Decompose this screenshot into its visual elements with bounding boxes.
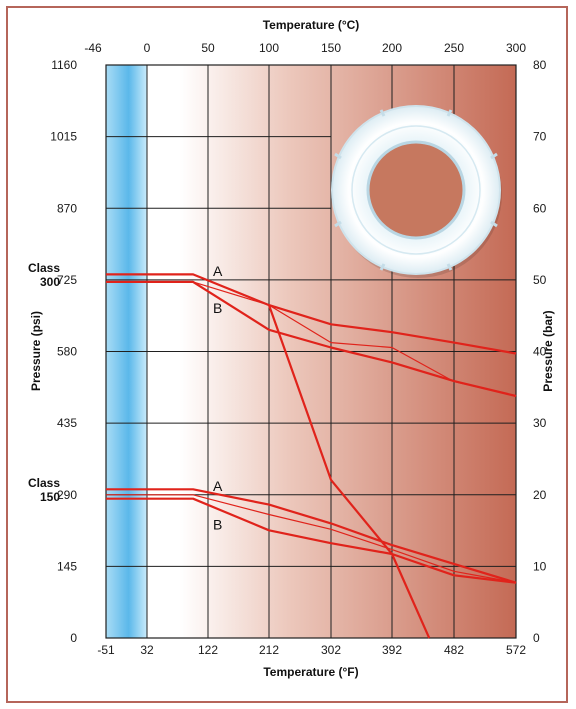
y-left-tick-label: 435 [57,416,77,430]
x-top-tick-label: 0 [144,41,151,55]
x-bottom-tick-label: 482 [444,643,464,657]
y-left-tick-label: 1160 [51,58,77,72]
x-top-tick-label: 100 [259,41,279,55]
x-top-tick-label: 250 [444,41,464,55]
y-right-tick-label: 10 [533,559,547,573]
series-line [267,304,431,639]
curve-label-a: A [213,263,223,279]
x-top-tick-label: 200 [382,41,402,55]
y-right-tick-label: 40 [533,345,547,359]
y-left-tick-label: 290 [57,488,77,502]
curve-label-a: A [213,478,223,494]
y-right-tick-label: 0 [533,631,540,645]
curve-label-b: B [213,300,222,316]
curve-labels: A B A B [213,263,223,532]
class-label: 150 [40,490,60,504]
series-line [106,494,517,584]
y-left-tick-label: 1015 [50,130,77,144]
series-line [106,488,517,584]
class-label: 300 [40,275,60,289]
ptfe-seat-ring-icon [331,105,502,278]
y-left-tick-label: 580 [57,345,77,359]
y-right-tick-label: 70 [533,130,547,144]
y-right-tick-label: 50 [533,273,547,287]
x-bottom-tick-label: -51 [97,643,115,657]
x-bottom-tick-label: 392 [382,643,402,657]
series-line [106,497,517,584]
y-right-tick-label: 80 [533,58,547,72]
x-bottom-tick-label: 572 [506,643,526,657]
y-right-axis-title: Pressure (bar) [541,310,555,391]
tick-labels: -51 32 122 212 302 392 482 572-46 0 50 100 150 200 25… [28,41,547,657]
x-bottom-tick-label: 122 [198,643,218,657]
x-bottom-tick-label: 302 [321,643,341,657]
x-bottom-axis-title: Temperature (°F) [263,665,358,679]
y-left-tick-label: 145 [57,559,77,573]
y-left-tick-label: 0 [70,631,77,645]
y-left-axis-title: Pressure (psi) [29,311,43,391]
y-left-tick-label: 870 [57,201,77,215]
y-right-tick-label: 30 [533,416,547,430]
class-label: Class [28,476,60,490]
series-line [106,281,517,397]
x-bottom-tick-label: 212 [259,643,279,657]
y-right-tick-label: 20 [533,488,547,502]
x-top-tick-label: -46 [84,41,102,55]
x-top-axis-title: Temperature (°C) [263,18,360,32]
x-top-tick-label: 50 [201,41,215,55]
series-line [106,273,517,355]
class-label: Class [28,261,60,275]
series-group [106,273,517,639]
y-left-tick-label: 725 [57,273,77,287]
y-right-tick-label: 60 [533,201,547,215]
x-top-tick-label: 300 [506,41,526,55]
curve-label-b: B [213,516,222,532]
x-top-tick-label: 150 [321,41,341,55]
x-bottom-tick-label: 32 [140,643,154,657]
